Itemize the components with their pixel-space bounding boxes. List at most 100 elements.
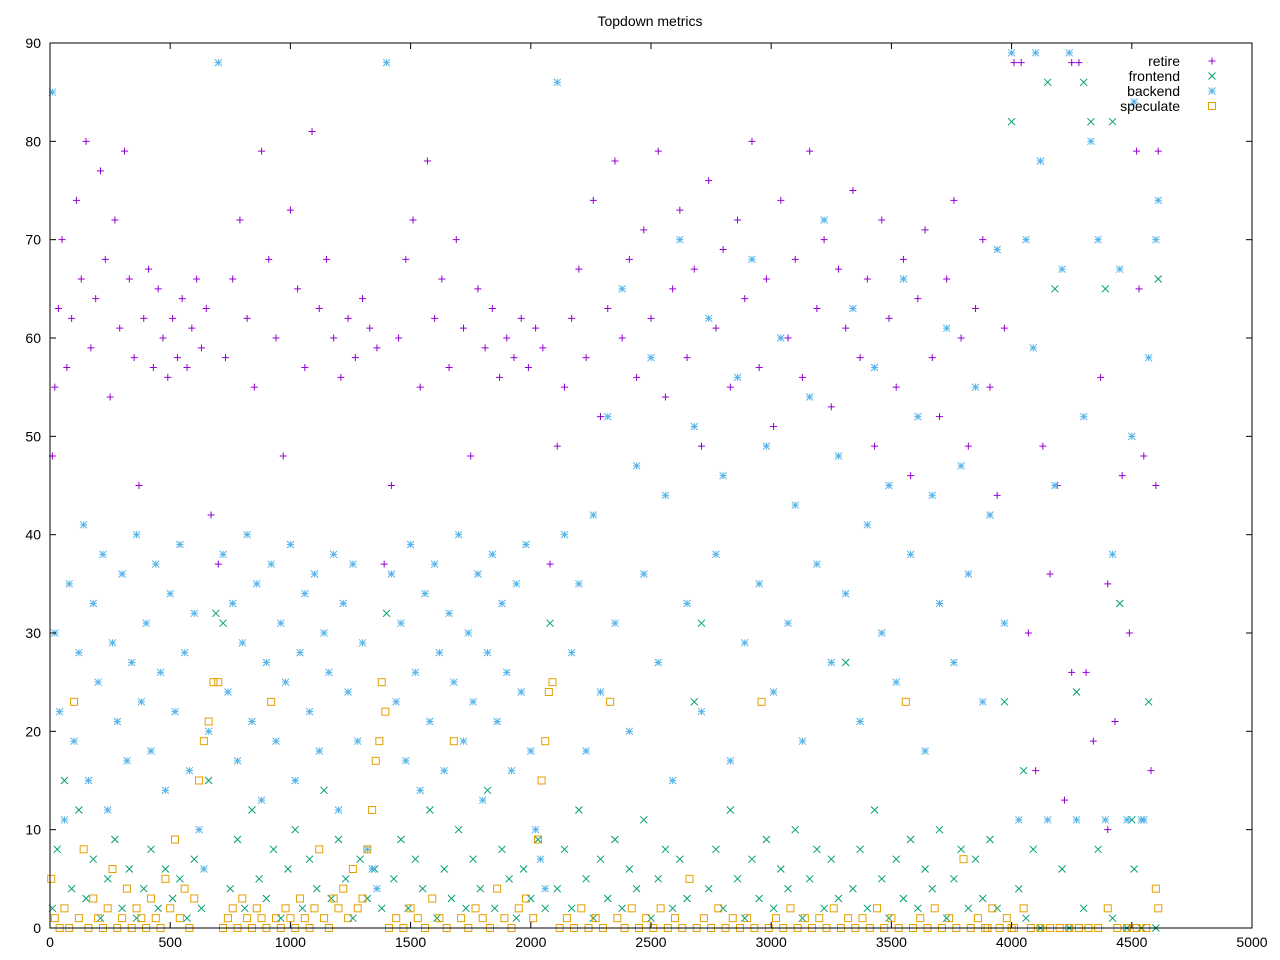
frontend-point xyxy=(885,914,893,923)
frontend-point xyxy=(675,855,684,864)
backend-point xyxy=(1154,196,1163,205)
backend-point xyxy=(291,776,300,785)
backend-point xyxy=(1072,815,1081,824)
frontend-point xyxy=(349,914,357,923)
backend-point xyxy=(464,629,473,637)
speculate-point xyxy=(728,914,737,923)
backend-point xyxy=(358,638,367,647)
retire-point xyxy=(236,216,244,224)
speculate-point xyxy=(613,914,622,923)
frontend-point xyxy=(877,874,886,883)
retire-point xyxy=(265,255,273,263)
speculate-point xyxy=(334,904,343,913)
backend-point xyxy=(935,599,944,608)
retire-point xyxy=(777,196,785,204)
speculate-point xyxy=(858,914,867,923)
speculate-point xyxy=(757,697,766,706)
frontend-point xyxy=(255,874,264,883)
retire-point xyxy=(169,314,177,322)
backend-point xyxy=(661,491,670,500)
frontend-point xyxy=(284,865,292,873)
retire-point xyxy=(640,226,648,234)
series-frontend xyxy=(48,78,1163,932)
speculate-point xyxy=(214,678,223,687)
backend-point xyxy=(1007,48,1016,57)
retire-point xyxy=(301,364,309,371)
speculate-point xyxy=(529,914,538,923)
retire-point xyxy=(503,334,511,342)
frontend-point xyxy=(312,884,321,893)
frontend-point xyxy=(813,845,821,854)
speculate-point xyxy=(815,914,824,923)
backend-point xyxy=(214,58,223,67)
frontend-point xyxy=(740,914,749,923)
backend-point xyxy=(84,776,93,785)
retire-point xyxy=(308,128,316,135)
speculate-point xyxy=(204,717,213,726)
backend-point xyxy=(712,550,720,559)
backend-point xyxy=(1123,815,1131,824)
backend-point xyxy=(425,717,434,726)
speculate-point xyxy=(94,914,103,923)
backend-point xyxy=(228,599,237,608)
frontend-point xyxy=(82,894,90,903)
backend-point xyxy=(113,717,122,726)
backend-point xyxy=(618,284,627,293)
frontend-point xyxy=(240,904,249,913)
frontend-point xyxy=(212,609,220,618)
retire-point xyxy=(726,383,734,391)
frontend-point xyxy=(389,874,398,883)
backend-point xyxy=(267,560,276,569)
backend-point xyxy=(272,737,280,746)
backend-point xyxy=(1029,343,1038,352)
y-tick-label: 80 xyxy=(25,133,41,149)
speculate-point xyxy=(281,904,290,913)
speculate-point xyxy=(243,914,252,923)
retire-point xyxy=(964,442,972,450)
retire-point xyxy=(654,147,662,155)
frontend-point xyxy=(589,914,598,923)
backend-point xyxy=(603,412,612,421)
frontend-point xyxy=(719,904,727,913)
x-tick-label: 4000 xyxy=(996,934,1027,950)
chart-title: Topdown metrics xyxy=(597,13,702,29)
speculate-point xyxy=(591,914,600,923)
frontend-point xyxy=(53,845,62,854)
backend-point xyxy=(204,727,213,736)
frontend-point xyxy=(111,835,119,844)
backend-point xyxy=(166,589,175,598)
backend-point xyxy=(719,471,727,480)
backend-point xyxy=(913,412,922,421)
y-tick-label: 40 xyxy=(25,527,41,543)
backend-point xyxy=(127,658,136,667)
retire-point xyxy=(957,334,965,342)
speculate-point xyxy=(577,904,586,913)
frontend-point xyxy=(226,884,235,893)
frontend-point xyxy=(978,894,987,903)
speculate-point xyxy=(544,688,553,696)
speculate-point xyxy=(413,914,422,923)
backend-point xyxy=(776,334,785,342)
frontend-point xyxy=(697,619,706,628)
backend-point xyxy=(320,629,328,637)
frontend-point xyxy=(1022,914,1030,923)
frontend-point xyxy=(1108,117,1117,126)
retire-point xyxy=(1135,285,1143,293)
frontend-point xyxy=(596,855,605,864)
backend-point xyxy=(567,648,576,657)
retire-point xyxy=(899,255,907,263)
retire-point xyxy=(130,354,138,362)
frontend-point xyxy=(1094,845,1102,854)
retire-point xyxy=(993,491,1001,499)
frontend-point xyxy=(418,884,427,893)
frontend-point xyxy=(190,855,199,864)
backend-point xyxy=(103,806,112,814)
speculate-point xyxy=(79,845,88,854)
retire-point xyxy=(517,314,525,322)
backend-point xyxy=(957,461,965,470)
retire-point xyxy=(986,383,994,391)
backend-point xyxy=(248,717,256,726)
backend-point xyxy=(450,678,458,687)
retire-point xyxy=(101,255,109,263)
